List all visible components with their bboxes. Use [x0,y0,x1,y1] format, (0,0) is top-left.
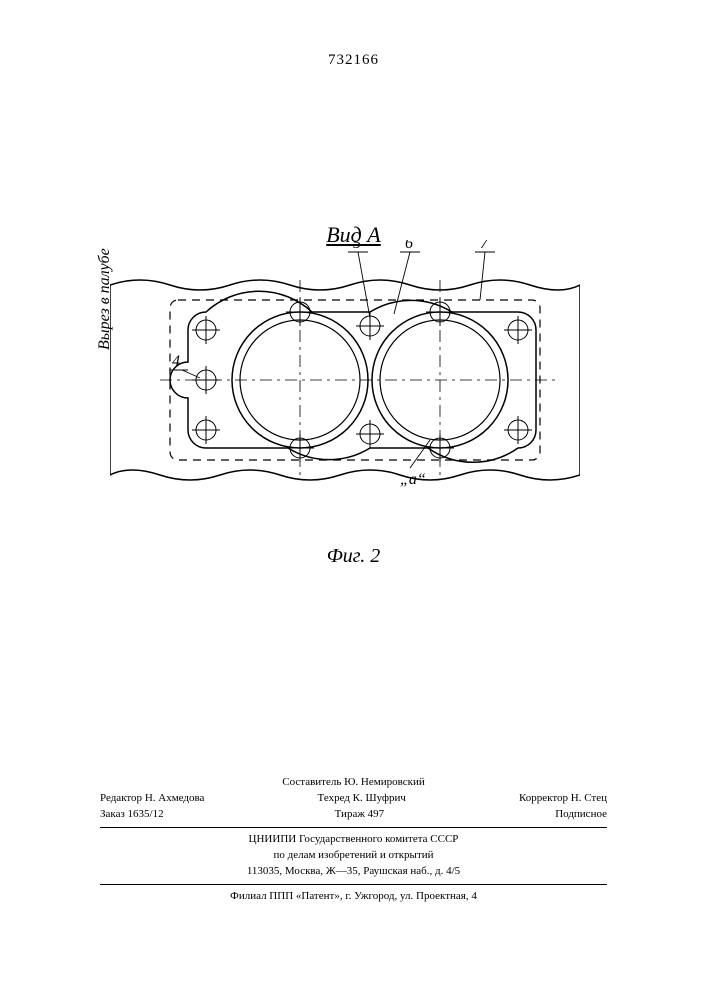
corrector-name: Н. Стец [571,792,607,804]
flange-outline [170,291,536,462]
document-number: 732166 [0,52,707,69]
callout-5: 5 [353,240,361,252]
order-number: Заказ 1635/12 [100,807,164,823]
editor-name: Н. Ахмедова [145,792,205,804]
subscription: Подписное [555,807,607,823]
footer-rule-1 [100,827,607,828]
callout-4: 4 [172,353,180,370]
callout-7: 7 [480,240,489,252]
engineering-diagram: 5 6 7 4 „а“ [110,240,580,500]
corrector-label: Корректор [519,792,568,804]
addr-line-1: 113035, Москва, Ж—35, Раушская наб., д. … [100,864,607,880]
tirazh: Тираж 497 [335,807,385,823]
figure-caption: Фиг. 2 [0,545,707,568]
editor-label: Редактор [100,792,142,804]
svg-text:„а“: „а“ [400,471,426,488]
techred-label: Техред [318,792,350,804]
compiler-label: Составитель [282,776,341,788]
figure-2: 5 6 7 4 „а“ [110,240,580,540]
patent-page: 732166 Вид А Вырез в палубе [0,0,707,1000]
footer-block: Составитель Ю. Немировский Редактор Н. А… [100,775,607,905]
org-line-1: ЦНИИПИ Государственного комитета СССР [100,832,607,848]
compiler-name: Ю. Немировский [344,776,425,788]
org-line-2: по делам изобретений и открытий [100,848,607,864]
footer-rule-2 [100,884,607,885]
callout-labels: 5 6 7 4 [170,240,495,370]
callout-6: 6 [405,240,413,252]
addr-line-2: Филиал ППП «Патент», г. Ужгород, ул. Про… [100,889,607,905]
techred-name: К. Шуфрич [353,792,406,804]
